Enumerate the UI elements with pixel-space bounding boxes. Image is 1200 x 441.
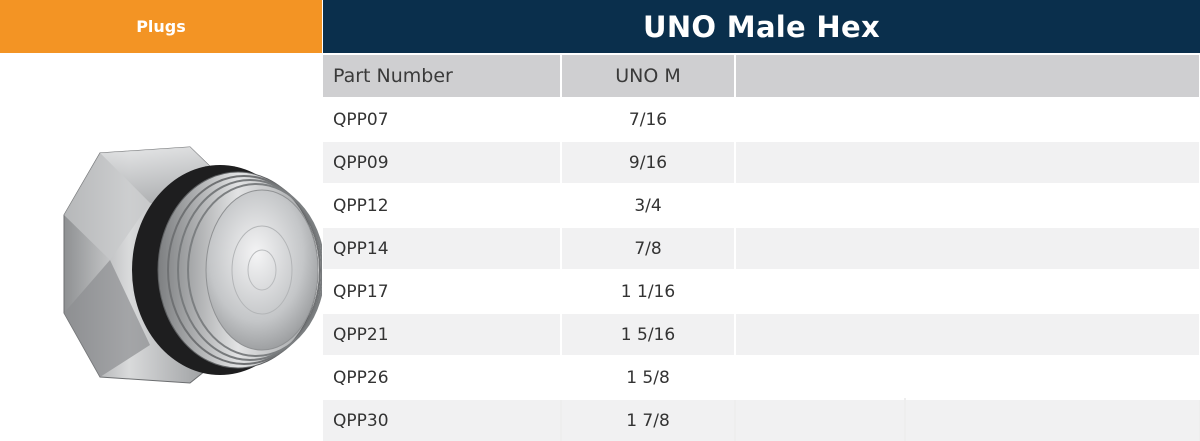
page-title-bar: UNO Male Hex — [323, 0, 1200, 53]
column-header-part-number: Part Number — [323, 55, 562, 98]
table-row: QPP17 1 1/16 — [323, 269, 1200, 313]
empty-cell — [735, 312, 1200, 356]
part-table: Part Number UNO M QPP07 7/16 QPP09 9/16 … — [323, 55, 1200, 441]
uno-size-cell: 3/4 — [561, 183, 736, 227]
table-header-row: Part Number UNO M — [323, 55, 1200, 98]
table-row: QPP14 7/8 — [323, 226, 1200, 270]
table-row: QPP09 9/16 — [323, 140, 1200, 184]
table-row: QPP21 1 5/16 — [323, 312, 1200, 356]
column-header-uno-m: UNO M — [561, 55, 736, 98]
empty-cell — [735, 398, 906, 441]
table-row: QPP26 1 5/8 — [323, 355, 1200, 399]
uno-size-cell: 7/16 — [561, 97, 736, 141]
uno-size-cell: 1 5/16 — [561, 312, 736, 356]
part-number-cell: QPP30 — [323, 398, 562, 441]
table-row: QPP30 1 7/8 — [323, 398, 1200, 441]
table-row: QPP07 7/16 — [323, 97, 1200, 141]
table-row: QPP12 3/4 — [323, 183, 1200, 227]
empty-cell — [735, 140, 1200, 184]
empty-cell — [735, 226, 1200, 270]
part-number-cell: QPP07 — [323, 97, 562, 141]
category-label: Plugs — [136, 17, 186, 36]
empty-cell — [735, 355, 1200, 399]
empty-cell — [735, 269, 1200, 313]
uno-size-cell: 9/16 — [561, 140, 736, 184]
part-number-cell: QPP09 — [323, 140, 562, 184]
uno-size-cell: 7/8 — [561, 226, 736, 270]
part-number-cell: QPP12 — [323, 183, 562, 227]
page-title: UNO Male Hex — [643, 9, 880, 44]
part-number-cell: QPP26 — [323, 355, 562, 399]
uno-size-cell: 1 7/8 — [561, 398, 736, 441]
part-number-cell: QPP17 — [323, 269, 562, 313]
part-number-cell: QPP21 — [323, 312, 562, 356]
empty-cell — [905, 398, 1200, 441]
empty-cell — [735, 183, 1200, 227]
column-header-empty — [735, 55, 1200, 98]
category-tab[interactable]: Plugs — [0, 0, 322, 53]
uno-size-cell: 1 1/16 — [561, 269, 736, 313]
part-number-cell: QPP14 — [323, 226, 562, 270]
uno-size-cell: 1 5/8 — [561, 355, 736, 399]
empty-cell — [735, 97, 1200, 141]
product-image — [0, 55, 322, 440]
